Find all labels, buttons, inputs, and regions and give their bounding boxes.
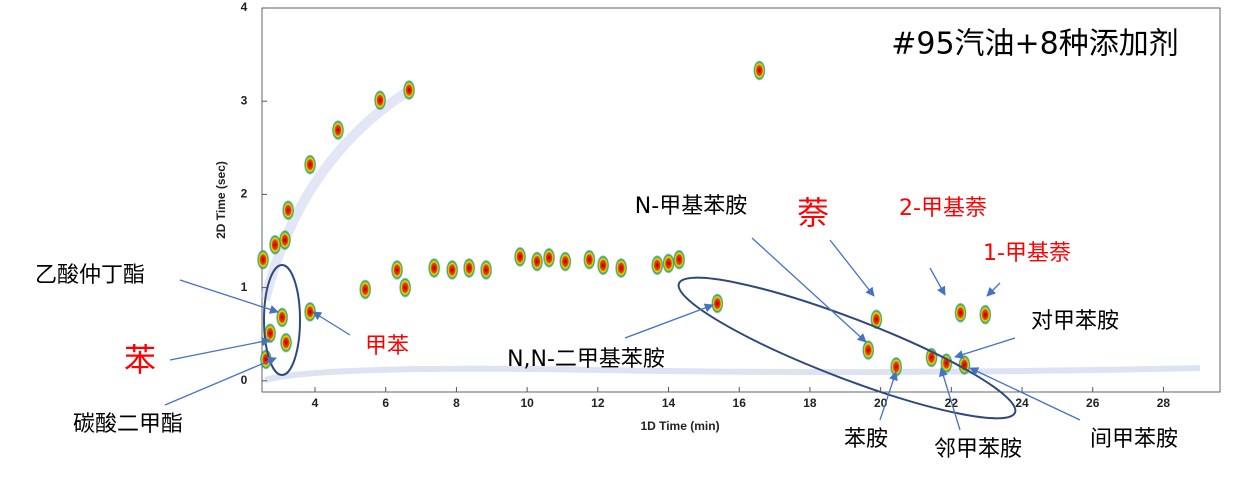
peak-apex <box>619 266 623 270</box>
peak-apex <box>308 163 312 167</box>
peak-apex <box>484 268 488 272</box>
peak-apex <box>677 258 681 262</box>
peak-apex <box>280 315 284 319</box>
peak-apex <box>286 208 290 212</box>
x-tick-label: 8 <box>453 396 460 410</box>
annotation-arrow <box>169 337 271 361</box>
peak-apex <box>283 238 287 242</box>
annotation: 碳酸二甲酯 <box>73 412 183 437</box>
peak-apex <box>432 266 436 270</box>
annotation-arrow <box>179 279 279 314</box>
peak-apex <box>757 68 761 72</box>
peak-apex <box>395 268 399 272</box>
peak-apex <box>547 256 551 260</box>
annotation-arrow <box>929 267 946 296</box>
peak-apex <box>959 311 963 315</box>
peak-apex <box>261 258 265 262</box>
annotation-arrow <box>624 303 714 339</box>
x-tick-label: 28 <box>1157 396 1171 410</box>
peak-apex <box>284 341 288 345</box>
peak-apex <box>874 317 878 321</box>
x-tick-label: 26 <box>1086 396 1100 410</box>
annotation-arrow <box>879 371 898 421</box>
peak-apex <box>563 260 567 264</box>
annotation: 间甲苯胺 <box>1090 427 1178 452</box>
peak-apex <box>273 243 277 247</box>
peak-apex <box>407 88 411 92</box>
peak-apex <box>308 310 312 314</box>
annotation-arrow <box>312 311 351 336</box>
peak-apex <box>715 301 719 305</box>
baseline-streak <box>264 365 1201 383</box>
y-tick-label: 4 <box>241 0 248 14</box>
peak-apex <box>944 361 948 365</box>
x-tick-label: 10 <box>520 396 534 410</box>
peak-apex <box>518 255 522 259</box>
x-tick-label: 24 <box>1015 396 1029 410</box>
annotation: 苯 <box>124 341 156 379</box>
y-tick-label: 0 <box>241 373 248 387</box>
x-tick-label: 6 <box>382 396 389 410</box>
annotation: N-甲基苯胺 <box>635 194 747 219</box>
peak-apex <box>268 331 272 335</box>
annotation: 邻甲苯胺 <box>934 437 1022 462</box>
peak-apex <box>264 357 268 361</box>
y-tick-label: 2 <box>241 187 248 201</box>
x-axis-title: 1D Time (min) <box>640 419 719 433</box>
highlight-ellipse <box>263 264 301 376</box>
chart-title: #95汽油+8种添加剂 <box>891 27 1179 62</box>
peak-apex <box>655 263 659 267</box>
x-tick-label: 14 <box>662 396 676 410</box>
annotation-arrow <box>969 367 1081 421</box>
y-axis-title: 2D Time (sec) <box>214 161 228 239</box>
highlight-ellipse <box>677 276 1017 420</box>
peak-apex <box>363 287 367 291</box>
peak-apex <box>450 268 454 272</box>
annotation: 1-甲基萘 <box>983 241 1071 266</box>
annotation-arrow <box>986 282 1001 297</box>
peak-apex <box>983 313 987 317</box>
plot-area <box>261 7 1221 393</box>
annotation-arrow <box>751 237 867 343</box>
y-tick-label: 1 <box>241 280 248 294</box>
peak-apex <box>962 363 966 367</box>
x-tick-label: 18 <box>803 396 817 410</box>
annotation: 苯胺 <box>844 427 888 452</box>
peak-apex <box>587 258 591 262</box>
peak-apex <box>894 365 898 369</box>
annotation-arrow <box>829 239 875 297</box>
peak-apex <box>467 266 471 270</box>
annotation: 乙酸仲丁酯 <box>35 263 145 288</box>
annotation: 萘 <box>797 194 829 232</box>
peak-apex <box>866 348 870 352</box>
annotation: N,N-二甲基苯胺 <box>507 347 665 372</box>
annotation: 2-甲基萘 <box>899 196 987 221</box>
annotation-arrow <box>954 337 1016 359</box>
x-tick-label: 4 <box>312 396 319 410</box>
annotation-arrow <box>164 357 277 406</box>
peak-apex <box>667 261 671 265</box>
peak-apex <box>930 356 934 360</box>
annotation: 甲苯 <box>365 334 409 359</box>
x-tick-label: 16 <box>733 396 747 410</box>
peak-apex <box>601 263 605 267</box>
peak-apex <box>336 128 340 132</box>
peak-apex <box>378 98 382 102</box>
x-tick-label: 12 <box>591 396 605 410</box>
annotation-arrow <box>939 367 961 431</box>
y-tick-label: 3 <box>241 93 248 107</box>
annotation: 对甲苯胺 <box>1031 309 1119 334</box>
peak-apex <box>535 260 539 264</box>
streak <box>260 85 413 302</box>
peak-apex <box>403 286 407 290</box>
